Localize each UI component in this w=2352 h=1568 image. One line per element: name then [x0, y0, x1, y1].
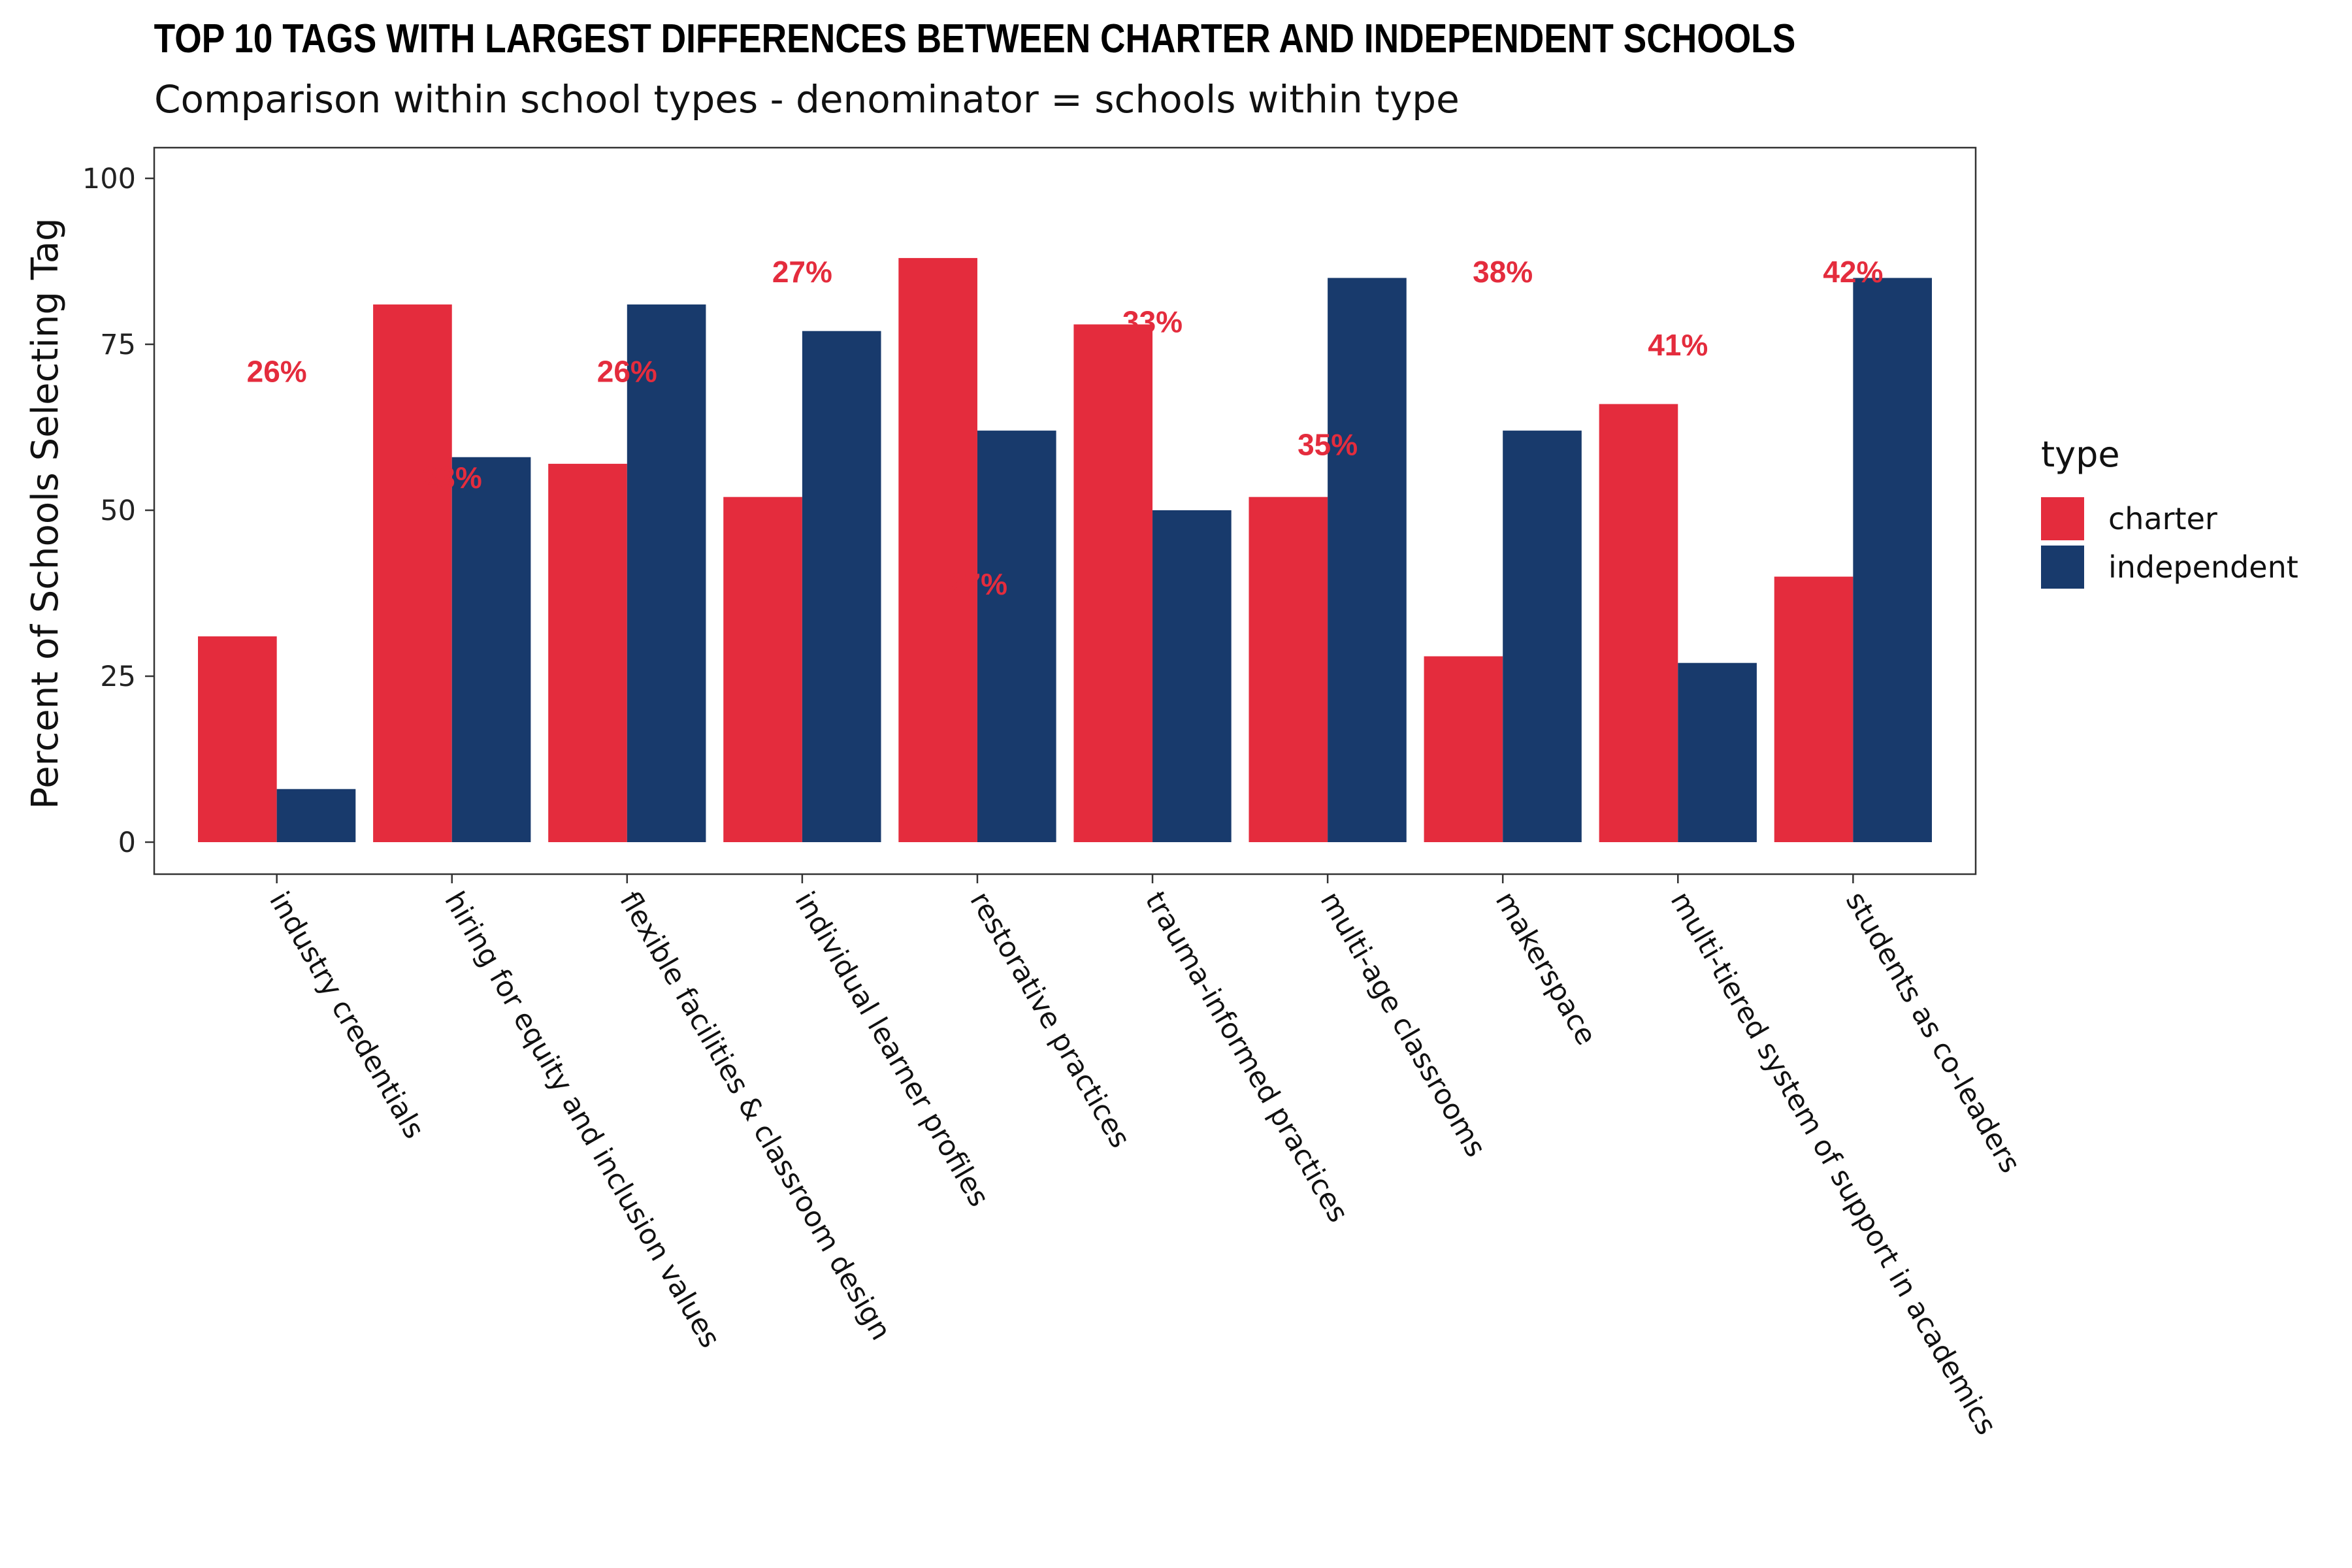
difference-label: 26% — [597, 355, 657, 389]
x-tick-label: makerspace — [1489, 887, 1603, 1051]
y-tick-label: 0 — [118, 826, 136, 859]
bar-independent — [451, 457, 531, 842]
y-tick-label: 100 — [82, 163, 136, 195]
x-tick-label: individual learner profiles — [788, 887, 995, 1213]
bar-charter — [723, 497, 802, 842]
bar-charter — [898, 257, 977, 842]
bar-charter — [1424, 656, 1503, 842]
bar-independent — [627, 304, 706, 842]
plot-area: 0 25 50 75 100 industry credentials hiring for… — [82, 146, 2027, 1441]
bar-independent — [1853, 278, 1932, 842]
bar-charter — [373, 304, 452, 842]
difference-label: 26% — [247, 355, 307, 389]
legend: type charter independent — [2041, 434, 2298, 589]
legend-key-charter — [2041, 497, 2084, 540]
legend-title: type — [2041, 434, 2120, 475]
difference-label: 23% — [422, 461, 482, 495]
difference-label: 42% — [1823, 255, 1883, 289]
bar-charter — [1599, 404, 1678, 842]
bar-charter — [1249, 497, 1328, 842]
x-tick-label: industry credentials — [263, 887, 431, 1145]
bar-independent — [977, 431, 1056, 842]
x-tick-label: multi-tiered system of support in academ… — [1664, 887, 2003, 1441]
difference-label: 27% — [772, 255, 832, 289]
x-tick-label: multi-age classrooms — [1314, 887, 1492, 1163]
x-tick-label: restorative practices — [963, 887, 1136, 1154]
legend-key-independent — [2041, 546, 2084, 589]
x-tick-label: trauma-informed practices — [1139, 887, 1355, 1228]
bar-charter — [198, 636, 277, 842]
bar-independent — [1678, 662, 1757, 842]
x-tick-label: students as co-leaders — [1839, 887, 2027, 1179]
difference-label: 33% — [1122, 304, 1183, 338]
y-tick-label: 50 — [100, 495, 136, 527]
bar-independent — [1503, 431, 1582, 842]
chart-title: TOP 10 TAGS WITH LARGEST DIFFERENCES BET… — [154, 16, 1796, 61]
bar-charter — [1073, 324, 1153, 842]
x-tick-label: hiring for equity and inclusion values — [438, 887, 727, 1354]
chart-subtitle: Comparison within school types - denomin… — [154, 77, 1460, 122]
legend-label-charter: charter — [2108, 501, 2217, 536]
y-axis-title: Percent of Schools Selecting Tag — [24, 218, 67, 809]
bar-charter — [548, 463, 627, 842]
bar-independent — [802, 331, 881, 842]
bar-independent — [1152, 510, 1232, 842]
bar-independent — [276, 789, 356, 842]
y-tick-label: 75 — [100, 329, 136, 361]
difference-label: 35% — [1298, 427, 1358, 461]
difference-label: 27% — [947, 567, 1007, 601]
y-tick-label: 25 — [100, 661, 136, 693]
legend-label-independent: independent — [2108, 549, 2298, 585]
bar-charter — [1774, 576, 1854, 842]
difference-label: 38% — [1473, 255, 1533, 289]
bar-independent — [1328, 278, 1407, 842]
difference-label: 41% — [1648, 328, 1708, 362]
